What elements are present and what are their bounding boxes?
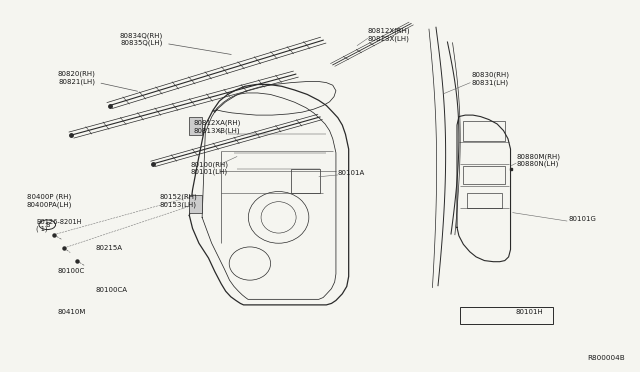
Text: 80880M(RH)
80880N(LH): 80880M(RH) 80880N(LH) <box>516 153 560 167</box>
Text: 80215A: 80215A <box>96 245 123 251</box>
Text: 80834Q(RH)
80835Q(LH): 80834Q(RH) 80835Q(LH) <box>120 32 231 54</box>
Text: B0126-8201H
( 1): B0126-8201H ( 1) <box>36 219 82 232</box>
Text: R800004B: R800004B <box>587 355 625 361</box>
Text: 80101H: 80101H <box>515 309 543 315</box>
Text: 80100C: 80100C <box>58 268 84 274</box>
Bar <box>467 193 502 208</box>
Bar <box>189 195 202 212</box>
Bar <box>189 117 202 135</box>
Text: 80410M: 80410M <box>58 308 86 315</box>
Text: 80812XA(RH)
80813XB(LH): 80812XA(RH) 80813XB(LH) <box>193 120 241 134</box>
Bar <box>463 166 505 184</box>
Text: 80100(RH)
80101(LH): 80100(RH) 80101(LH) <box>190 161 228 175</box>
Text: 80812X(RH)
80813X(LH): 80812X(RH) 80813X(LH) <box>368 28 410 42</box>
Text: 80152(RH)
80153(LH): 80152(RH) 80153(LH) <box>159 194 197 208</box>
Text: B: B <box>45 222 49 228</box>
Text: 80820(RH)
80821(LH): 80820(RH) 80821(LH) <box>58 71 138 91</box>
Bar <box>291 169 320 193</box>
Text: 80830(RH)
80831(LH): 80830(RH) 80831(LH) <box>472 72 509 86</box>
Text: 80101A: 80101A <box>338 170 365 176</box>
Text: 80400P (RH)
80400PA(LH): 80400P (RH) 80400PA(LH) <box>27 194 72 208</box>
Text: 80100CA: 80100CA <box>96 287 128 293</box>
Text: 80101G: 80101G <box>568 216 596 222</box>
Bar <box>463 121 505 141</box>
